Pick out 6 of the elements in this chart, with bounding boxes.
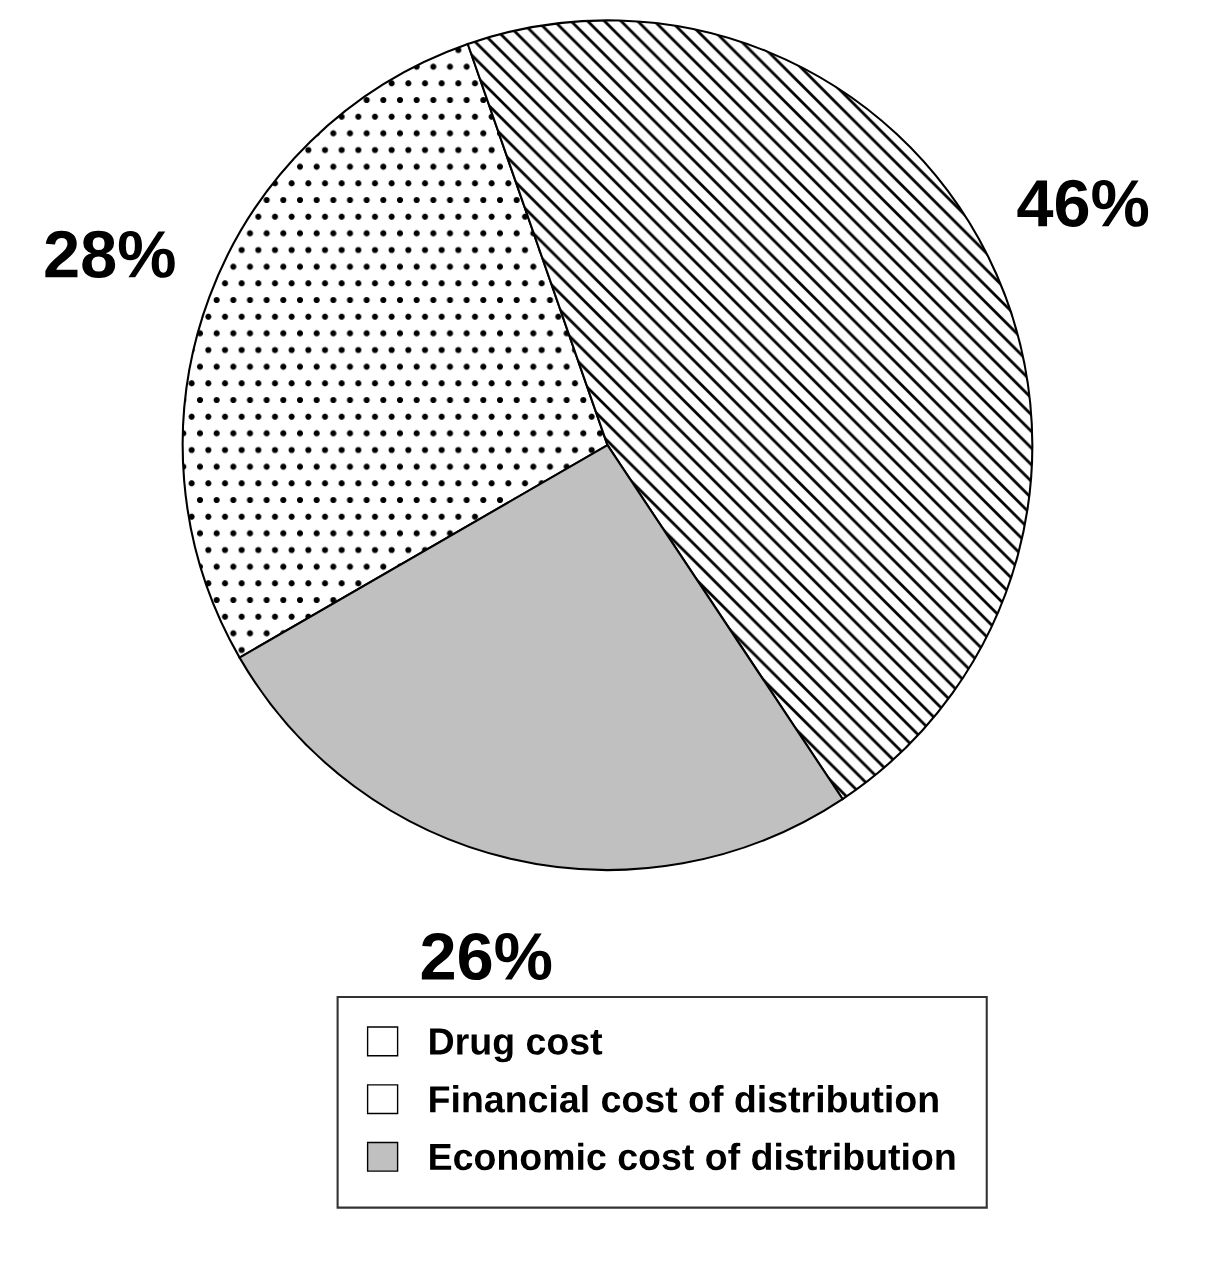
legend-label: Drug cost <box>430 1028 603 1063</box>
data-label: 28% <box>45 230 175 278</box>
data-label: 46% <box>1017 179 1149 227</box>
legend-label: Financial cost of distribution <box>430 1085 938 1113</box>
data-label: 26% <box>421 932 552 981</box>
legend-label: Economic cost of distribution <box>430 1142 955 1171</box>
